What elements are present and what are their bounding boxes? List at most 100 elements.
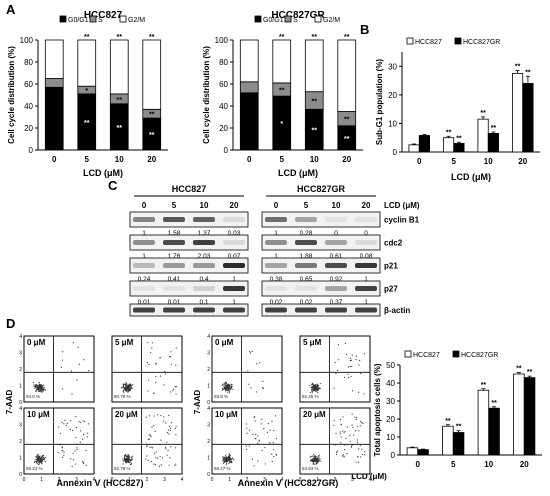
band-quant-value: 1: [142, 230, 146, 237]
flow-quadrant-percent: 80.78 %: [114, 394, 131, 399]
bar-segment: [44, 39, 64, 79]
flow-event: [40, 461, 42, 463]
flow-event: [314, 455, 316, 457]
bar-segment: [239, 39, 259, 83]
flow-event: [223, 456, 225, 458]
flow-event: [168, 414, 170, 417]
flow-event: [225, 462, 228, 464]
flow-dose-label: 10 μM: [215, 410, 238, 419]
flow-event: [261, 418, 263, 420]
flow-event: [352, 426, 354, 429]
flow-event: [169, 356, 171, 358]
flow-event: [38, 381, 40, 384]
significance-mark: **: [481, 382, 487, 389]
flow-event: [346, 444, 348, 446]
legend-label: G2/M: [323, 17, 340, 24]
flow-dose-label: 10 μM: [27, 410, 50, 419]
blot-band: [193, 286, 215, 291]
flow-event: [39, 390, 41, 393]
flow-event: [347, 373, 349, 375]
flow-event: [131, 455, 133, 457]
flow-x-tick: 0: [299, 477, 302, 483]
flow-event: [124, 384, 126, 386]
flow-event: [358, 448, 360, 450]
bar: [418, 135, 431, 153]
flow-event: [132, 384, 134, 386]
x-axis-label: LCD (μM): [278, 168, 318, 178]
flow-event: [57, 451, 59, 454]
x-tick-label: 10: [310, 155, 319, 164]
flow-event: [351, 413, 353, 415]
significance-mark: **: [279, 34, 285, 41]
blot-group-label: HCC827GR: [297, 184, 346, 194]
flow-y-tick: 3: [19, 351, 22, 357]
flow-event: [273, 429, 275, 432]
flow-event: [155, 457, 157, 459]
flow-event: [160, 439, 162, 441]
flow-event: [43, 386, 45, 388]
legend-swatch: [404, 350, 412, 358]
y-tick-label: 10: [388, 119, 397, 128]
flow-event: [353, 434, 355, 436]
legend-swatch: [89, 15, 97, 23]
flow-event: [125, 384, 127, 387]
flow-event: [59, 444, 61, 446]
flow-event: [275, 453, 277, 455]
flow-event: [122, 458, 124, 460]
flow-event: [123, 458, 125, 461]
blot-band: [355, 286, 377, 291]
flow-event: [129, 384, 131, 386]
flow-event: [35, 458, 37, 460]
flow-event: [127, 457, 129, 459]
flow-event: [160, 464, 162, 466]
bar: [442, 425, 454, 456]
flow-event: [160, 414, 162, 417]
blot-band: [133, 263, 155, 268]
blot-band: [265, 286, 287, 291]
blot-dose-label: 0: [274, 201, 279, 210]
legend-label: HCC827GR: [463, 39, 500, 46]
flow-event: [82, 462, 84, 464]
flow-event: [230, 458, 233, 460]
flow-dose-label: 20 μM: [303, 410, 326, 419]
flow-event: [153, 463, 155, 465]
flow-event: [170, 446, 172, 448]
flow-event: [159, 444, 161, 446]
significance-mark: **: [445, 418, 451, 425]
panel-label-c: C: [108, 178, 118, 193]
flow-event: [251, 350, 253, 353]
x-tick-label: 20: [147, 155, 156, 164]
legend-swatch: [454, 37, 462, 45]
flow-event: [359, 359, 361, 362]
blot-band: [193, 307, 215, 313]
flow-event: [343, 456, 345, 458]
flow-event: [226, 461, 229, 463]
flow-y-tick: 4: [207, 334, 210, 340]
flow-event: [41, 463, 43, 465]
blot-band: [223, 217, 245, 222]
significance-mark: **: [117, 125, 123, 132]
flow-event: [344, 430, 346, 433]
flow-event: [343, 455, 345, 457]
flow-event: [357, 426, 359, 428]
flow-event: [231, 385, 233, 387]
flow-event: [227, 458, 230, 460]
flow-event: [314, 388, 317, 391]
flow-event: [38, 462, 40, 464]
flow-event: [158, 465, 161, 467]
flow-y-tick: 2: [207, 439, 210, 445]
flow-event: [122, 460, 124, 462]
flow-event: [122, 384, 125, 387]
blot-band: [295, 217, 317, 222]
flow-event: [342, 430, 344, 432]
flow-event: [164, 446, 167, 448]
blot-band: [163, 217, 185, 222]
flow-event: [349, 357, 352, 359]
panel-label-b: B: [360, 22, 369, 37]
flow-event: [76, 449, 78, 451]
y-tick-label: 40: [24, 102, 33, 111]
x-tick-label: 5: [85, 155, 90, 164]
flow-event: [317, 462, 319, 464]
flow-event: [228, 460, 231, 462]
